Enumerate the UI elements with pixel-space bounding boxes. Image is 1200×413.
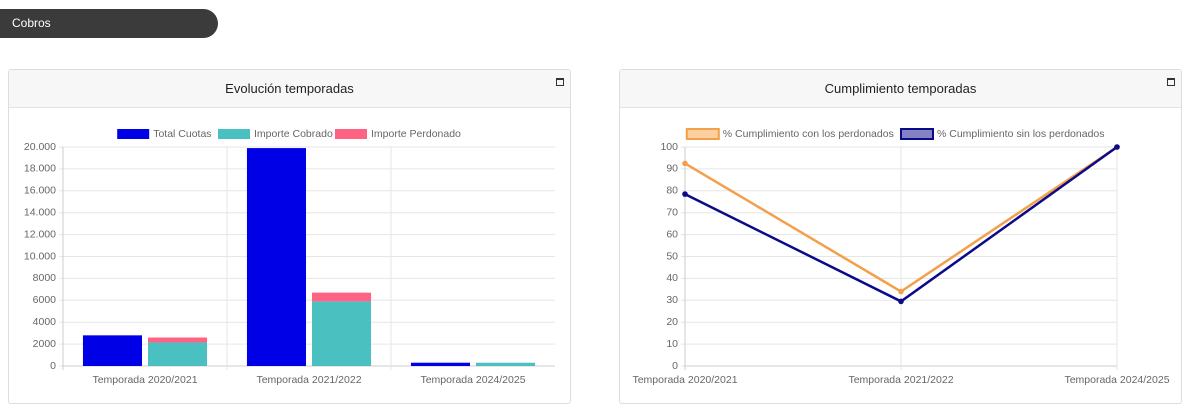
y-tick-label: 40: [666, 272, 678, 284]
point: [682, 160, 688, 167]
bar: [148, 337, 208, 343]
point: [898, 298, 904, 305]
panel: Cumplimiento temporadas: [619, 69, 1182, 404]
y-tick-label: 10.000: [24, 250, 56, 262]
y-tick-label: 70: [666, 206, 678, 218]
legend-label: % Cumplimiento con los perdonados: [723, 128, 894, 140]
y-tick-label: 50: [666, 250, 678, 262]
y-tick-label: 14.000: [24, 206, 56, 218]
y-tick-label: 20.000: [24, 141, 56, 153]
bar: [148, 342, 208, 366]
panel: Evolución temporadas: [8, 69, 571, 404]
legend-swatch: [685, 128, 720, 140]
bar: [476, 362, 536, 366]
y-tick-label: 60: [666, 228, 678, 240]
panel-title: Evolución temporadas: [9, 70, 570, 108]
point: [682, 191, 688, 197]
y-tick-label: 6000: [33, 294, 57, 306]
y-tick-label: 0: [672, 360, 678, 372]
bar: [246, 148, 306, 366]
y-tick-label: 4000: [33, 316, 57, 328]
y-tick-label: 12.000: [24, 228, 56, 240]
legend-swatch: [117, 129, 150, 139]
chart-title: Cumplimiento temporadas: [824, 81, 977, 96]
section-tab[interactable]: Cobros: [0, 9, 218, 38]
y-tick-label: 20: [666, 316, 678, 328]
icon[interactable]: [556, 78, 564, 86]
y-tick-label: 10: [666, 338, 678, 350]
y-tick-label: 8000: [33, 272, 57, 284]
bar: [312, 292, 372, 302]
point: [898, 288, 904, 295]
bar: [82, 335, 142, 366]
x-tick-label: Temporada 2020/2021: [632, 374, 737, 386]
y-tick-label: 0: [50, 360, 56, 372]
x-tick-label: Temporada 2024/2025: [1064, 374, 1169, 386]
y-tick-label: 2000: [33, 338, 57, 350]
x-tick-label: Temporada 2021/2022: [256, 374, 361, 386]
y-tick-label: 18.000: [24, 163, 56, 175]
point: [1114, 144, 1120, 150]
legend-swatch: [900, 128, 934, 140]
y-tick-label: 80: [666, 185, 678, 197]
panel-title: Cumplimiento temporadas: [620, 70, 1181, 108]
legend-label: Importe Perdonado: [371, 128, 461, 140]
y-tick-label: 16.000: [24, 185, 56, 197]
x-tick-label: Temporada 2020/2021: [92, 374, 197, 386]
legend-swatch: [335, 129, 367, 139]
bar: [410, 362, 470, 366]
legend-label: % Cumplimiento sin los perdonados: [937, 128, 1105, 140]
icon[interactable]: [1167, 78, 1175, 86]
y-tick-label: 90: [666, 163, 678, 175]
legend-label: Importe Cobrado: [254, 128, 333, 140]
y-tick-label: 30: [666, 294, 678, 306]
legend-label: Total Cuotas: [153, 128, 211, 140]
y-tick-label: 100: [660, 141, 678, 153]
legend-swatch: [218, 129, 250, 139]
x-tick-label: Temporada 2021/2022: [848, 374, 953, 386]
x-tick-label: Temporada 2024/2025: [420, 374, 525, 386]
bar: [312, 301, 372, 366]
chart-title: Evolución temporadas: [225, 81, 354, 96]
